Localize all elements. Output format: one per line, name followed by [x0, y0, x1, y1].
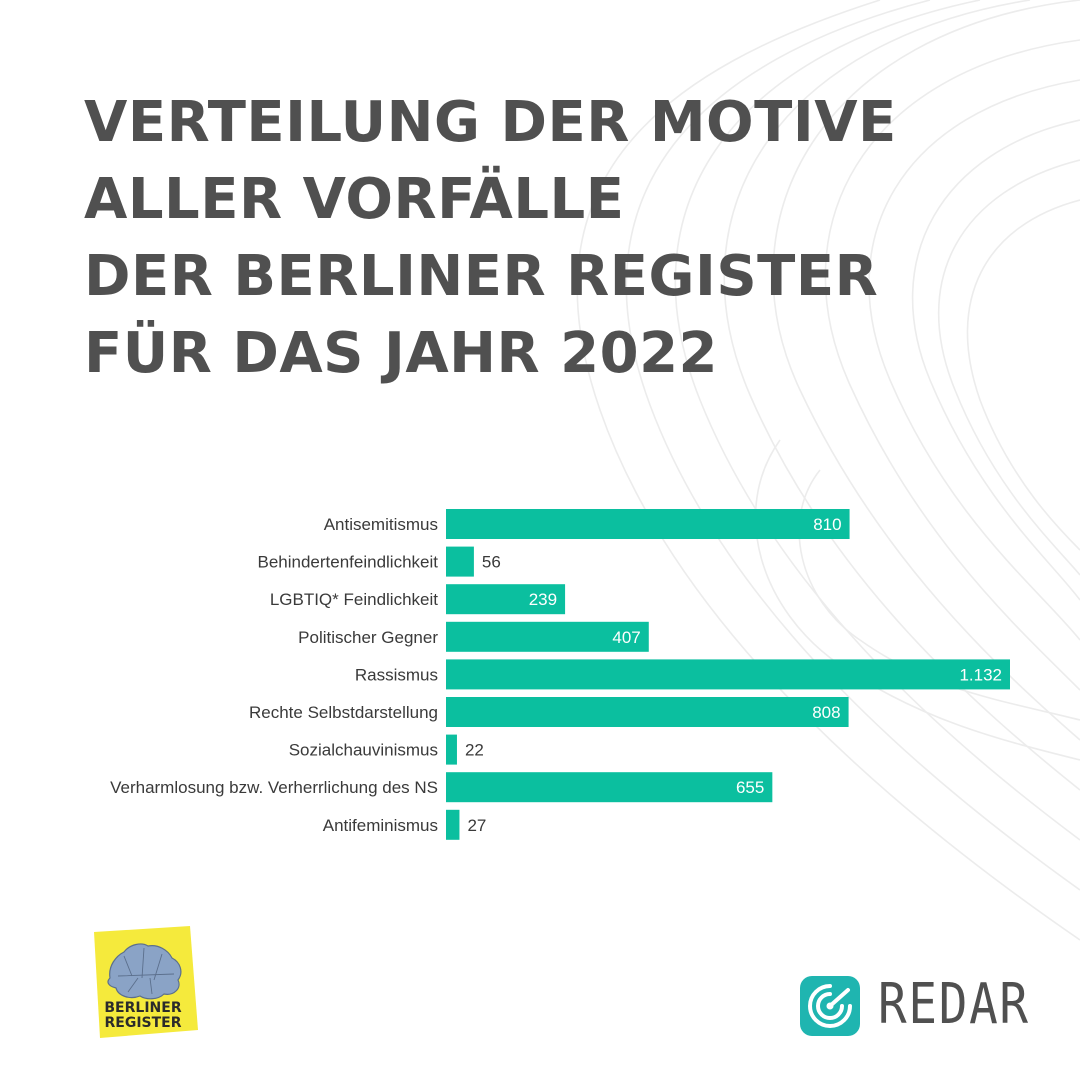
bar: [446, 734, 457, 765]
berliner-register-logo: BERLINER REGISTER: [94, 926, 198, 1038]
data-label: 27: [467, 816, 486, 835]
bar: [446, 772, 773, 803]
category-label: Politischer Gegner: [298, 628, 438, 647]
data-label: 1.132: [959, 665, 1002, 684]
bar: [446, 697, 849, 727]
category-label: Antifeminismus: [323, 816, 438, 835]
category-label: Sozialchauvinismus: [289, 741, 438, 760]
bar: [446, 809, 460, 840]
category-label: Verharmlosung bzw. Verherrlichung des NS: [110, 778, 438, 797]
category-label: Antisemitismus: [324, 515, 438, 534]
category-label: Rechte Selbstdarstellung: [249, 703, 438, 722]
page-title: VERTEILUNG DER MOTIVE ALLER VORFÄLLE DER…: [84, 84, 897, 392]
bar: [446, 659, 1010, 690]
berliner-register-logo-line2: REGISTER: [104, 1015, 181, 1031]
bar: [446, 546, 474, 577]
title-line: ALLER VORFÄLLE: [84, 167, 625, 232]
redar-wordmark: REDAR: [878, 972, 1030, 1037]
bar: [446, 584, 566, 615]
category-label: LGBTIQ* Feindlichkeit: [270, 590, 438, 609]
data-label: 239: [529, 590, 557, 609]
title-line: DER BERLINER REGISTER: [84, 244, 879, 309]
data-label: 407: [612, 628, 640, 647]
data-label: 810: [813, 515, 841, 534]
redar-radar-icon: [800, 976, 860, 1036]
berliner-register-logo-line1: BERLINER: [104, 1000, 181, 1016]
category-label: Behindertenfeindlichkeit: [257, 553, 438, 572]
title-line: FÜR DAS JAHR 2022: [84, 321, 719, 386]
data-label: 655: [736, 778, 764, 797]
data-label: 56: [482, 553, 501, 572]
bar: [446, 621, 649, 652]
data-label: 22: [465, 741, 484, 760]
category-label: Rassismus: [355, 665, 438, 684]
title-line: VERTEILUNG DER MOTIVE: [84, 90, 897, 155]
bar: [446, 509, 850, 539]
bar-chart: Antisemitismus 810 Behindertenfeindlichkei…: [110, 509, 1010, 840]
data-label: 808: [812, 703, 840, 722]
